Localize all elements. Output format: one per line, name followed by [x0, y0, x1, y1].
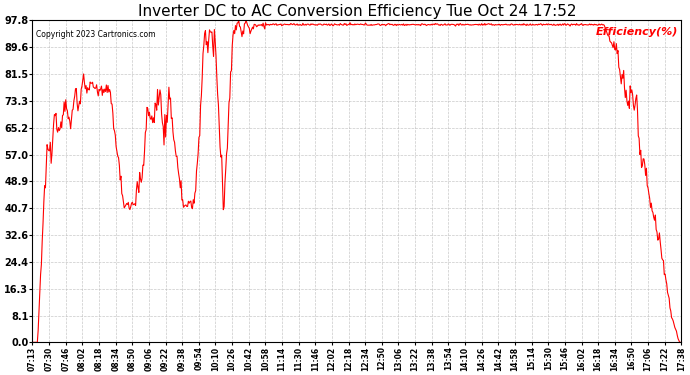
Title: Inverter DC to AC Conversion Efficiency Tue Oct 24 17:52: Inverter DC to AC Conversion Efficiency … [137, 4, 576, 19]
Text: Efficiency(%): Efficiency(%) [595, 27, 678, 37]
Text: Copyright 2023 Cartronics.com: Copyright 2023 Cartronics.com [36, 30, 155, 39]
